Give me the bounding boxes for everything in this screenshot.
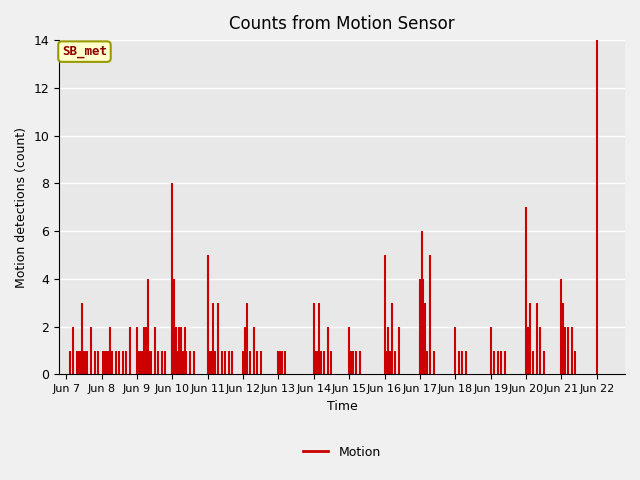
- Y-axis label: Motion detections (count): Motion detections (count): [15, 127, 28, 288]
- X-axis label: Time: Time: [326, 400, 358, 413]
- Legend: Motion: Motion: [298, 441, 386, 464]
- Text: SB_met: SB_met: [62, 45, 107, 58]
- Title: Counts from Motion Sensor: Counts from Motion Sensor: [229, 15, 455, 33]
